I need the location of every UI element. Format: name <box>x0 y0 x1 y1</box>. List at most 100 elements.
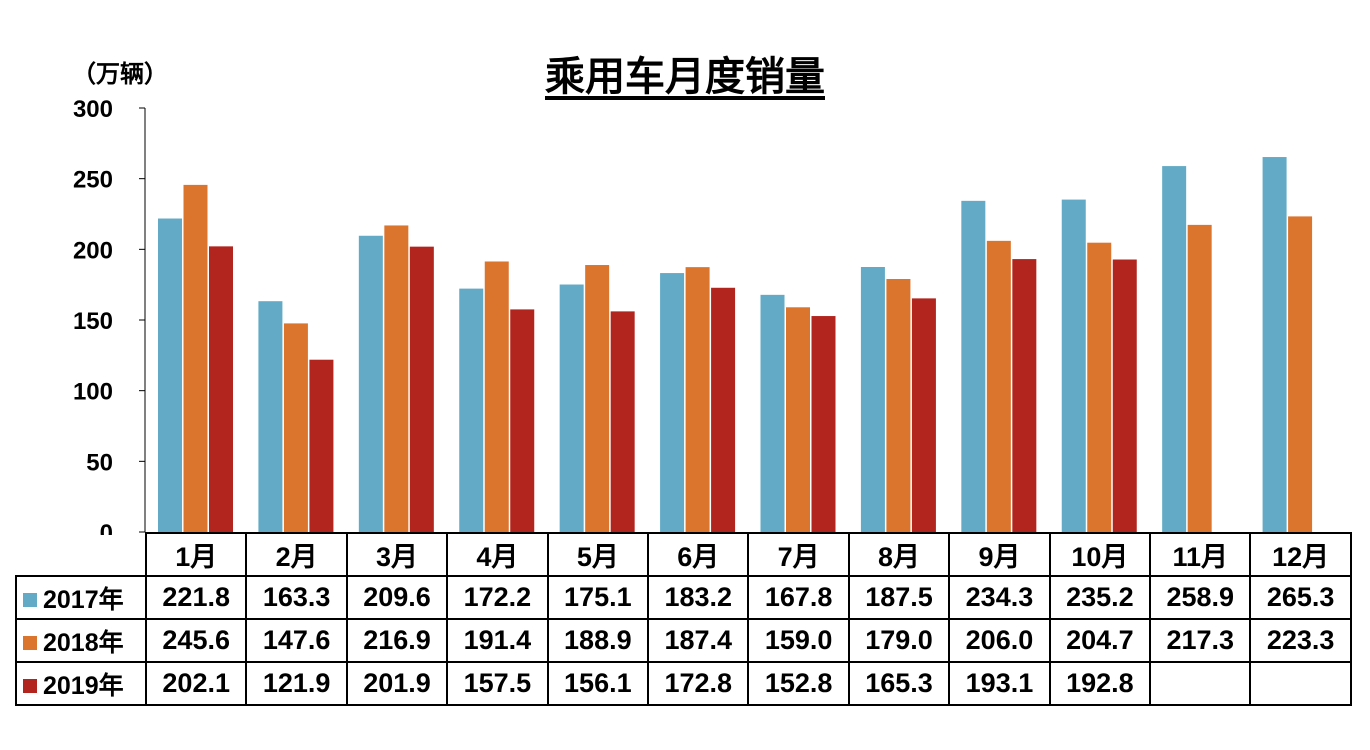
legend-label: 2017年 <box>43 585 124 614</box>
y-axis-unit-label: （万辆） <box>72 60 168 88</box>
legend-entry: 2017年 <box>15 575 147 620</box>
bar-2017年-7月 <box>760 294 785 532</box>
table-row: 2017年 221.8 163.3 209.6 172.2 175.1 183.2 167.8… <box>15 575 1352 620</box>
x-tick-label: 8月 <box>847 532 951 577</box>
y-tick-label: 250 <box>73 167 113 194</box>
bar-2018年-9月 <box>986 240 1011 532</box>
legend-swatch <box>23 592 37 607</box>
bar-2018年-4月 <box>484 261 509 532</box>
data-label: 183.2 <box>647 575 750 620</box>
bar-2018年-6月 <box>685 267 710 532</box>
legend-label: 2018年 <box>43 628 124 657</box>
bar-2018年-11月 <box>1187 224 1212 532</box>
bar-2017年-6月 <box>660 273 685 532</box>
data-label: 201.9 <box>345 661 449 706</box>
data-label: 234.3 <box>948 575 1051 620</box>
bar-2017年-8月 <box>860 267 885 532</box>
bar-2019年-2月 <box>309 359 334 532</box>
bar-2017年-1月 <box>158 218 182 533</box>
data-label: 163.3 <box>245 575 348 620</box>
data-label: 245.6 <box>144 618 248 663</box>
data-label: 188.9 <box>546 618 650 663</box>
x-tick-label: 11月 <box>1149 532 1252 577</box>
legend-entry: 2019年 <box>15 661 147 706</box>
table-row: 2019年 202.1 121.9 201.9 157.5 156.1 172.8 152.8… <box>15 661 1352 706</box>
bar-2019年-10月 <box>1112 259 1137 532</box>
bar-2017年-2月 <box>258 301 283 532</box>
data-label: 204.7 <box>1048 618 1152 663</box>
x-tick-label: 9月 <box>948 532 1051 577</box>
data-label: 223.3 <box>1249 618 1352 663</box>
data-label <box>1149 661 1252 706</box>
data-label: 193.1 <box>948 661 1051 706</box>
y-tick-label: 200 <box>73 237 113 264</box>
data-label: 147.6 <box>245 618 348 663</box>
bar-2018年-12月 <box>1288 216 1313 533</box>
x-tick-label: 2月 <box>245 532 348 577</box>
y-tick-label: 0 <box>100 520 113 535</box>
data-label: 187.4 <box>647 618 750 663</box>
data-label: 152.8 <box>747 661 850 706</box>
legend-label: 2019年 <box>43 671 124 700</box>
data-label: 192.8 <box>1048 661 1152 706</box>
data-label: 159.0 <box>747 618 850 663</box>
table-corner-cell <box>16 533 147 577</box>
data-label: 156.1 <box>546 661 650 706</box>
x-tick-label: 5月 <box>546 532 650 577</box>
data-label: 235.2 <box>1048 575 1152 620</box>
chart-title: 乘用车月度销量 <box>545 54 825 100</box>
y-tick-label: 300 <box>73 96 113 123</box>
bar-2019年-9月 <box>1012 259 1037 532</box>
y-tick-label: 100 <box>73 379 113 406</box>
data-label: 187.5 <box>847 575 951 620</box>
data-label: 202.1 <box>144 661 248 706</box>
bar-2017年-12月 <box>1262 157 1287 532</box>
legend-swatch <box>23 678 37 693</box>
bar-2018年-1月 <box>183 184 208 533</box>
data-label: 175.1 <box>546 575 650 620</box>
x-tick-label: 10月 <box>1048 532 1152 577</box>
data-label: 179.0 <box>847 618 951 663</box>
data-label: 172.8 <box>647 661 750 706</box>
bar-2017年-4月 <box>459 288 484 532</box>
data-label: 157.5 <box>446 661 549 706</box>
x-tick-label: 4月 <box>446 532 549 577</box>
bar-2019年-1月 <box>209 246 233 532</box>
x-tick-label: 12月 <box>1249 532 1352 577</box>
table-header-row: 1月 2月 3月 4月 5月 6月 7月 8月 9月 10月 11月 12月 <box>16 532 1352 577</box>
data-label: 206.0 <box>948 618 1051 663</box>
data-label <box>1249 661 1352 706</box>
table-row: 2018年 245.6 147.6 216.9 191.4 188.9 187.4 159.0… <box>15 618 1352 663</box>
data-label: 258.9 <box>1149 575 1252 620</box>
data-label: 167.8 <box>747 575 850 620</box>
x-tick-label: 3月 <box>345 532 449 577</box>
legend-swatch <box>23 635 37 650</box>
bar-2018年-7月 <box>786 307 810 532</box>
bar-2019年-6月 <box>711 287 736 532</box>
bar-2017年-10月 <box>1061 199 1086 533</box>
bar-2019年-4月 <box>510 309 535 532</box>
data-label: 265.3 <box>1249 575 1352 620</box>
bar-2019年-7月 <box>811 316 836 532</box>
data-label: 165.3 <box>847 661 951 706</box>
bar-2019年-5月 <box>610 311 635 532</box>
x-tick-label: 1月 <box>144 532 248 577</box>
bar-2019年-3月 <box>409 246 434 532</box>
y-tick-label: 50 <box>86 449 113 476</box>
bar-2018年-8月 <box>886 279 911 532</box>
legend-entry: 2018年 <box>15 618 147 663</box>
data-label: 221.8 <box>144 575 248 620</box>
x-tick-label: 6月 <box>647 532 750 577</box>
bar-2019年-8月 <box>911 298 936 532</box>
bar-2018年-5月 <box>585 265 610 532</box>
y-tick-label: 150 <box>73 308 113 335</box>
bar-2018年-2月 <box>283 323 308 532</box>
data-table: 1月 2月 3月 4月 5月 6月 7月 8月 9月 10月 11月 12月 2017年 221.8 163… <box>15 532 1352 706</box>
data-label: 191.4 <box>446 618 549 663</box>
bar-chart: 0 50 100 150 200 250 300 <box>73 96 1313 535</box>
data-label: 217.3 <box>1149 618 1252 663</box>
data-label: 121.9 <box>245 661 348 706</box>
bar-2017年-9月 <box>961 200 986 532</box>
x-tick-label: 7月 <box>747 532 850 577</box>
bar-2017年-11月 <box>1162 166 1187 532</box>
